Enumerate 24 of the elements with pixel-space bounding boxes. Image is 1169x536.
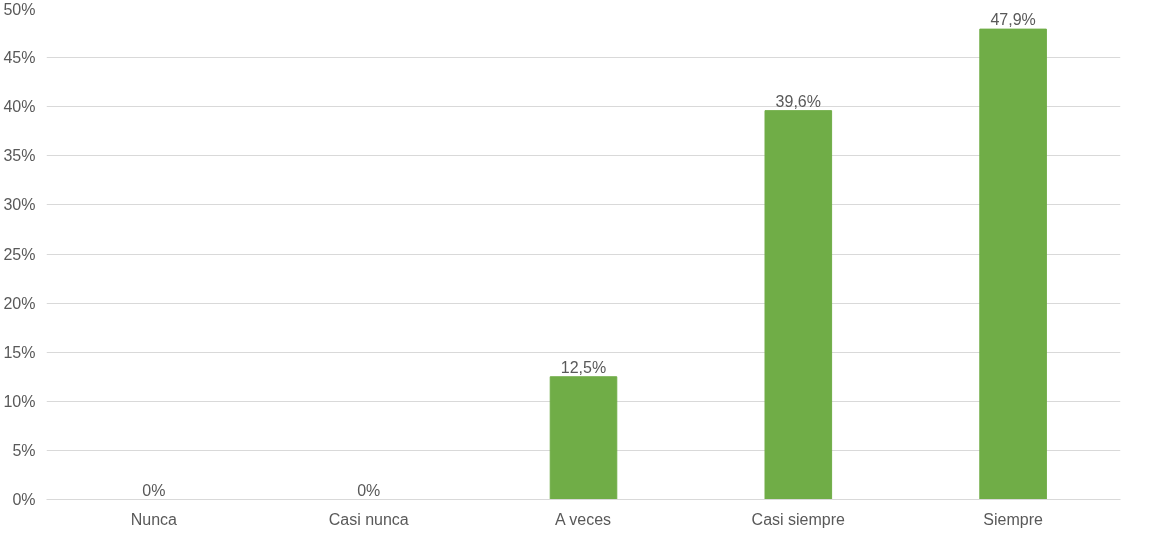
x-tick-label: Casi siempre	[751, 510, 846, 528]
x-tick-label: A veces	[555, 510, 612, 528]
y-tick-label: 10%	[3, 392, 36, 410]
bar	[549, 376, 618, 500]
y-tick-label: 0%	[12, 491, 36, 508]
data-label: 0%	[357, 481, 381, 499]
bar	[764, 110, 833, 500]
y-tick-label: 50%	[3, 0, 36, 18]
data-label: 47,9%	[990, 11, 1036, 29]
data-label: 39,6%	[775, 92, 821, 110]
y-tick-label: 15%	[3, 343, 36, 361]
y-tick-label: 35%	[3, 147, 36, 165]
y-tick-label: 40%	[3, 98, 36, 116]
y-tick-label: 20%	[3, 294, 36, 312]
y-tick-label: 45%	[3, 49, 36, 67]
x-tick-label: Casi nunca	[328, 510, 409, 528]
x-tick-label: Nunca	[130, 510, 178, 528]
y-tick-label: 5%	[12, 441, 36, 459]
bar	[979, 28, 1047, 500]
data-label: 12,5%	[560, 358, 607, 376]
y-tick-label: 25%	[3, 245, 36, 263]
x-tick-label: Siempre	[983, 510, 1043, 528]
data-label: 0%	[142, 481, 166, 499]
y-tick-label: 30%	[3, 196, 36, 214]
